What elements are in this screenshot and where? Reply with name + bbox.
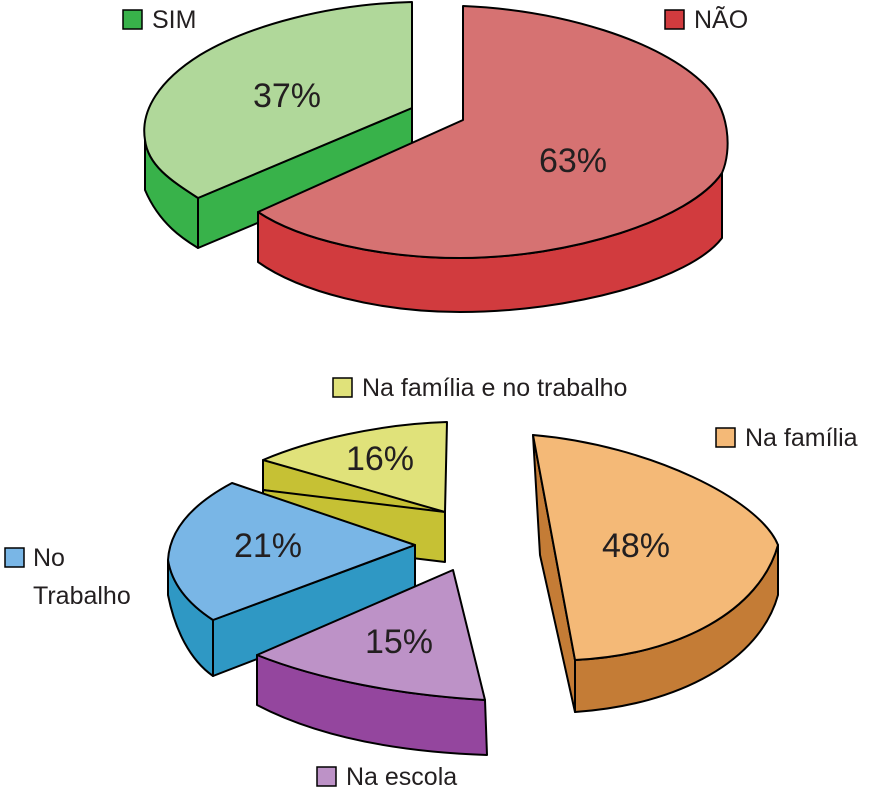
legend-swatch-familia bbox=[715, 427, 736, 448]
slice-escola bbox=[256, 569, 488, 756]
slice-escola-top bbox=[256, 569, 486, 701]
slice-trabalho bbox=[167, 482, 416, 677]
slice-nao bbox=[257, 5, 729, 313]
data-label-familia: 48% bbox=[602, 527, 670, 565]
pie-chart-2: 16% 21% 15% 48% Na família e no trabalho… bbox=[4, 374, 858, 791]
slice-familia bbox=[532, 434, 779, 713]
legend-swatch-nao bbox=[664, 9, 685, 30]
data-label-trabalho: 21% bbox=[234, 527, 302, 565]
slice-familia-trabalho-top bbox=[262, 421, 448, 513]
pie-chart-1: 37% 63% SIM NÃO bbox=[122, 1, 748, 313]
data-label-nao: 63% bbox=[539, 142, 607, 180]
legend-label-nao: NÃO bbox=[694, 5, 748, 34]
legend-swatch-sim bbox=[122, 9, 143, 30]
legend-swatch-trabalho bbox=[4, 547, 25, 568]
legend-label-trabalho-line2: Trabalho bbox=[33, 582, 131, 610]
slice-nao-top bbox=[257, 5, 729, 259]
data-label-sim: 37% bbox=[253, 77, 321, 115]
data-label-familia-trabalho: 16% bbox=[346, 440, 414, 478]
legend-swatch-familia-trabalho bbox=[332, 377, 353, 398]
legend-label-familia-trabalho: Na família e no trabalho bbox=[362, 374, 627, 402]
legend-label-sim: SIM bbox=[152, 6, 196, 34]
slice-sim-top bbox=[143, 1, 413, 199]
slice-familia-top bbox=[532, 434, 779, 661]
slice-sim bbox=[143, 1, 413, 249]
legend-label-trabalho-line1: No bbox=[33, 544, 65, 572]
slice-trabalho-top bbox=[167, 482, 416, 621]
data-label-escola: 15% bbox=[365, 623, 433, 661]
legend-swatch-escola bbox=[316, 766, 337, 787]
legend-label-escola: Na escola bbox=[346, 763, 457, 791]
legend-label-familia: Na família bbox=[745, 424, 858, 452]
